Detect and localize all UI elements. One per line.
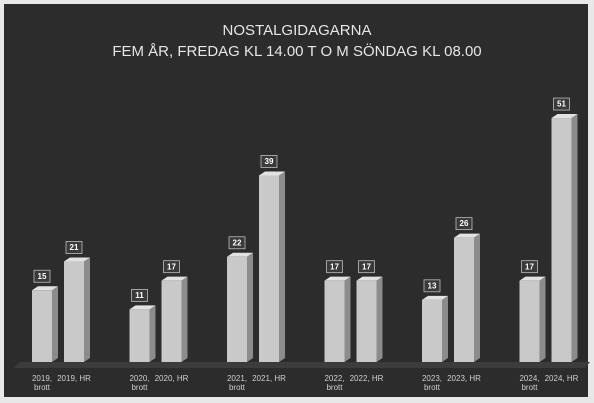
bar-top (324, 276, 351, 281)
bar-top (259, 171, 285, 176)
bar-top (422, 295, 448, 300)
bar-side (279, 171, 285, 362)
bar-side (149, 305, 156, 362)
bar-top (161, 276, 188, 281)
bar-top (454, 233, 480, 238)
bar-top (64, 257, 90, 262)
value-label-box (423, 279, 441, 293)
value-label-box (260, 155, 278, 168)
x-tick-label: 2023, brott (421, 374, 443, 392)
value-label-box (358, 260, 375, 274)
x-tick-label: 2019, brott (31, 374, 53, 392)
value-label: 21 (70, 243, 79, 252)
x-tick-label: 2022, HR (349, 374, 384, 383)
bar-top (551, 114, 578, 119)
x-tick-label: 2020, brott (129, 374, 150, 392)
value-label-box (326, 260, 343, 274)
value-label: 22 (233, 238, 242, 247)
bar (32, 290, 52, 362)
bar (454, 237, 474, 362)
value-label: 17 (330, 262, 339, 271)
value-label-box (131, 288, 148, 302)
bar (519, 280, 540, 362)
x-tick-label: 2021, HR (252, 374, 286, 383)
value-label-box (228, 236, 246, 250)
bar (227, 256, 247, 362)
x-tick-label: 2023, HR (447, 374, 481, 383)
value-label: 17 (362, 262, 371, 271)
value-label-box (33, 269, 51, 283)
value-label: 17 (525, 262, 534, 271)
bar-top (129, 305, 156, 310)
chart-background (4, 4, 588, 397)
x-tick-label: 2024, brott (519, 374, 540, 392)
bar-top (32, 286, 58, 291)
bar (551, 118, 572, 362)
bar (422, 299, 442, 362)
bar-side (376, 276, 383, 362)
bar (259, 175, 279, 362)
value-label-box (521, 260, 538, 274)
bar-top (356, 276, 383, 281)
x-tick-label: 2022, brott (324, 374, 345, 392)
bar-top (519, 276, 546, 281)
value-label: 15 (38, 272, 47, 281)
value-label-box (553, 97, 570, 111)
x-tick-label: 2024, HR (544, 374, 579, 383)
bar-side (571, 114, 578, 362)
bar (129, 309, 150, 362)
value-label-box (455, 217, 473, 231)
value-label: 51 (557, 100, 566, 109)
bar-side (442, 295, 448, 362)
bar-side (247, 252, 253, 362)
bar (356, 280, 377, 362)
value-label: 11 (135, 291, 144, 300)
bar-side (84, 257, 90, 362)
value-label: 26 (460, 219, 469, 228)
value-label: 39 (265, 157, 274, 166)
x-tick-label: 2021, brott (226, 374, 248, 392)
x-tick-label: 2019, HR (57, 374, 91, 383)
chart-subtitle: FEM ÅR, FREDAG KL 14.00 T O M SÖNDAG KL … (112, 42, 481, 60)
bar-side (539, 276, 546, 362)
value-label-box (163, 260, 180, 274)
value-label: 17 (167, 262, 176, 271)
bar-side (474, 233, 480, 362)
bar (324, 280, 345, 362)
chart-title: NOSTALGIDAGARNA (223, 22, 372, 39)
floor (14, 362, 590, 368)
value-label-box (65, 241, 83, 254)
value-label: 13 (428, 281, 437, 290)
bar-top (227, 252, 253, 257)
bar (64, 261, 84, 362)
x-tick-label: 2020, HR (154, 374, 189, 383)
bar (161, 280, 182, 362)
bar-side (52, 286, 58, 362)
bar-side (344, 276, 351, 362)
bar-side (181, 276, 188, 362)
